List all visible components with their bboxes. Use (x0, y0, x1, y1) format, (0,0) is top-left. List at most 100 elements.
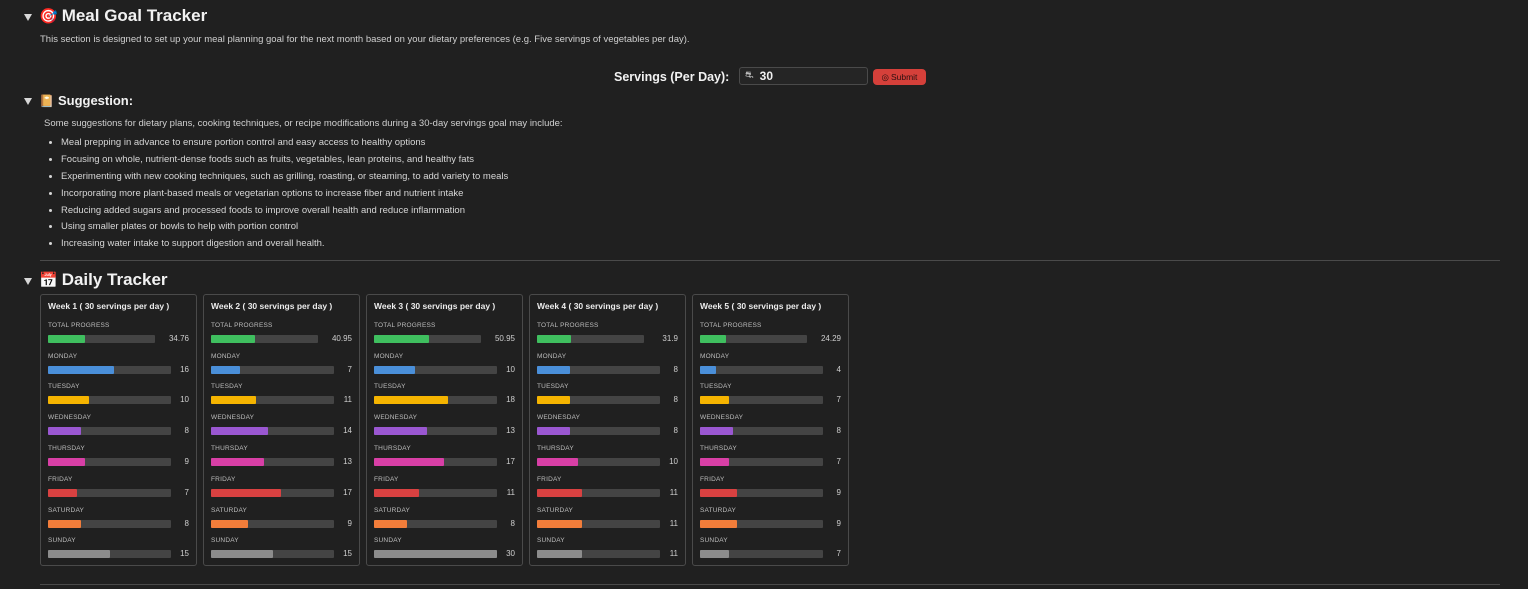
page-title: 🎯 Meal Goal Tracker (39, 6, 207, 26)
day-value: 8 (836, 426, 841, 435)
progress-fill (374, 335, 429, 343)
day-label: FRIDAY (700, 476, 725, 483)
progress-fill (374, 458, 444, 466)
total-progress-bar (48, 335, 155, 343)
meal-goal-toggle[interactable] (24, 14, 32, 21)
progress-fill (374, 396, 448, 404)
total-progress-label: TOTAL PROGRESS (211, 322, 273, 329)
day-progress-bar (48, 550, 171, 558)
progress-fill (700, 335, 726, 343)
day-progress-bar (48, 396, 171, 404)
day-label: THURSDAY (537, 445, 574, 452)
day-progress-bar (48, 489, 171, 497)
day-progress-bar (537, 550, 660, 558)
day-progress-bar (700, 550, 823, 558)
suggestion-toggle[interactable] (24, 98, 32, 105)
day-value: 11 (669, 549, 678, 558)
day-progress-bar (374, 489, 497, 497)
page-description: This section is designed to set up your … (40, 34, 690, 45)
day-label: FRIDAY (374, 476, 399, 483)
total-progress-bar (374, 335, 481, 343)
total-progress-label: TOTAL PROGRESS (537, 322, 599, 329)
suggestion-item: Using smaller plates or bowls to help wi… (61, 220, 508, 237)
day-label: FRIDAY (537, 476, 562, 483)
day-progress-bar (374, 458, 497, 466)
progress-fill (537, 335, 572, 343)
day-label: TUESDAY (700, 383, 732, 390)
day-label: MONDAY (374, 353, 404, 360)
total-progress-label: TOTAL PROGRESS (374, 322, 436, 329)
day-value: 8 (673, 395, 678, 404)
day-label: MONDAY (537, 353, 567, 360)
submit-button[interactable]: ◎ Submit (873, 69, 926, 85)
week-title: Week 5 ( 30 servings per day ) (700, 301, 822, 311)
day-value: 11 (669, 488, 678, 497)
progress-fill (374, 489, 420, 497)
progress-fill (700, 550, 729, 558)
bottom-divider (40, 584, 1500, 585)
day-label: SATURDAY (700, 507, 737, 514)
day-progress-bar (211, 520, 334, 528)
day-label: SUNDAY (700, 537, 728, 544)
progress-fill (537, 427, 570, 435)
daily-tracker-toggle[interactable] (24, 278, 32, 285)
progress-fill (211, 550, 273, 558)
day-progress-bar (537, 520, 660, 528)
day-progress-bar (537, 366, 660, 374)
progress-fill (211, 458, 265, 466)
day-label: SATURDAY (48, 507, 85, 514)
day-value: 8 (184, 519, 189, 528)
day-value: 15 (343, 549, 352, 558)
day-label: WEDNESDAY (374, 414, 418, 421)
total-progress-value: 34.76 (168, 334, 189, 343)
day-value: 17 (343, 488, 352, 497)
day-progress-bar (537, 427, 660, 435)
progress-fill (374, 520, 407, 528)
section-divider (40, 260, 1500, 261)
progress-fill (48, 550, 110, 558)
total-progress-label: TOTAL PROGRESS (700, 322, 762, 329)
suggestion-item: Meal prepping in advance to ensure porti… (61, 136, 508, 153)
day-label: TUESDAY (48, 383, 80, 390)
day-value: 13 (506, 426, 515, 435)
total-progress-value: 31.9 (662, 334, 678, 343)
servings-value[interactable]: 30 (759, 69, 773, 83)
suggestion-title: Suggestion: (57, 93, 134, 108)
servings-input[interactable]: ⛐ 30 (739, 67, 868, 85)
calendar-icon: 📅 (39, 271, 58, 289)
day-label: MONDAY (700, 353, 730, 360)
progress-fill (700, 520, 737, 528)
day-label: TUESDAY (374, 383, 406, 390)
day-progress-bar (48, 366, 171, 374)
suggestion-list: Meal prepping in advance to ensure porti… (44, 136, 508, 254)
day-label: SATURDAY (211, 507, 248, 514)
day-progress-bar (211, 396, 334, 404)
day-value: 8 (673, 365, 678, 374)
day-value: 9 (184, 457, 189, 466)
total-progress-bar (537, 335, 644, 343)
day-label: SUNDAY (374, 537, 402, 544)
day-progress-bar (374, 396, 497, 404)
week-title: Week 1 ( 30 servings per day ) (48, 301, 170, 311)
day-value: 7 (836, 549, 841, 558)
day-label: SUNDAY (537, 537, 565, 544)
day-value: 7 (184, 488, 189, 497)
suggestion-heading: 📔 Suggestion: (39, 93, 133, 108)
progress-fill (700, 366, 717, 374)
day-value: 17 (506, 457, 515, 466)
progress-fill (537, 396, 570, 404)
total-progress-value: 40.95 (331, 334, 352, 343)
progress-fill (700, 396, 729, 404)
day-label: FRIDAY (48, 476, 73, 483)
daily-tracker-heading: 📅 Daily Tracker (39, 270, 168, 290)
day-value: 8 (184, 426, 189, 435)
pencil-icon: ⛐ (745, 69, 754, 81)
total-progress-bar (211, 335, 318, 343)
day-progress-bar (537, 489, 660, 497)
day-label: WEDNESDAY (48, 414, 92, 421)
day-progress-bar (700, 396, 823, 404)
day-label: WEDNESDAY (537, 414, 581, 421)
day-value: 7 (836, 395, 841, 404)
week-title: Week 3 ( 30 servings per day ) (374, 301, 496, 311)
suggestion-item: Experimenting with new cooking technique… (61, 170, 508, 187)
